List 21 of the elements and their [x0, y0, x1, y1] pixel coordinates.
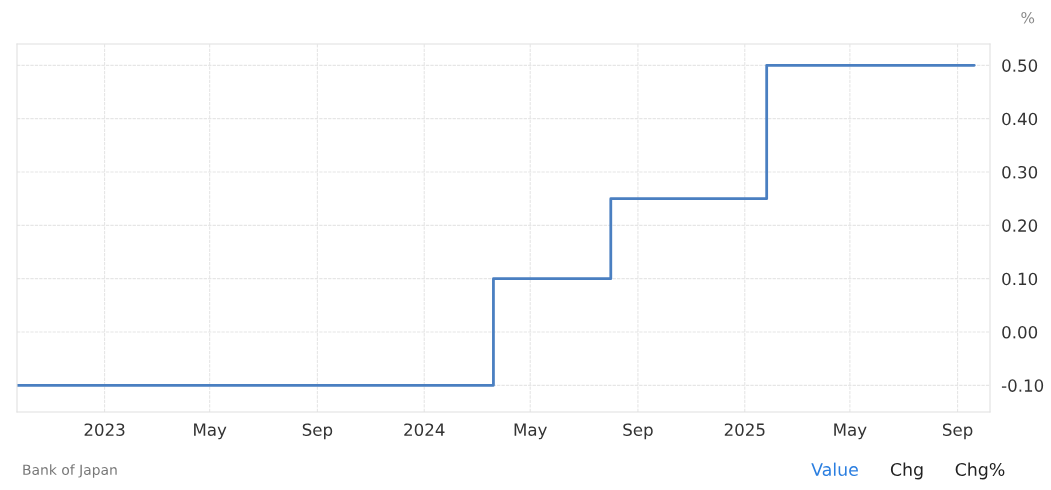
x-tick-label: 2024	[404, 423, 445, 437]
text: Chg	[890, 462, 923, 480]
text: Value	[811, 462, 858, 477]
x-tick-label: Sep	[942, 423, 973, 440]
y-axis-title: %	[1021, 11, 1035, 24]
y-tick-label: 0.00	[1002, 325, 1038, 339]
x-tick-label: 2023	[84, 423, 125, 437]
y-tick-label: -0.10	[1001, 379, 1044, 392]
text: Chg%	[955, 462, 1005, 480]
x-tick-label: Sep	[302, 423, 333, 440]
x-tick-label: May	[514, 423, 547, 440]
y-tick-label: 0.50	[1002, 59, 1038, 72]
y-tick-label: 0.40	[1002, 112, 1038, 126]
x-tick-label: Sep	[623, 423, 653, 440]
x-tick-label: May	[194, 423, 227, 440]
x-tick-label: 2025	[724, 423, 765, 437]
y-tick-label: 0.30	[1002, 165, 1038, 179]
text: Bank of Japan	[23, 464, 117, 478]
y-tick-label: 0.20	[1002, 219, 1038, 232]
y-tick-label: 0.10	[1002, 272, 1038, 286]
x-tick-label: May	[834, 423, 867, 440]
